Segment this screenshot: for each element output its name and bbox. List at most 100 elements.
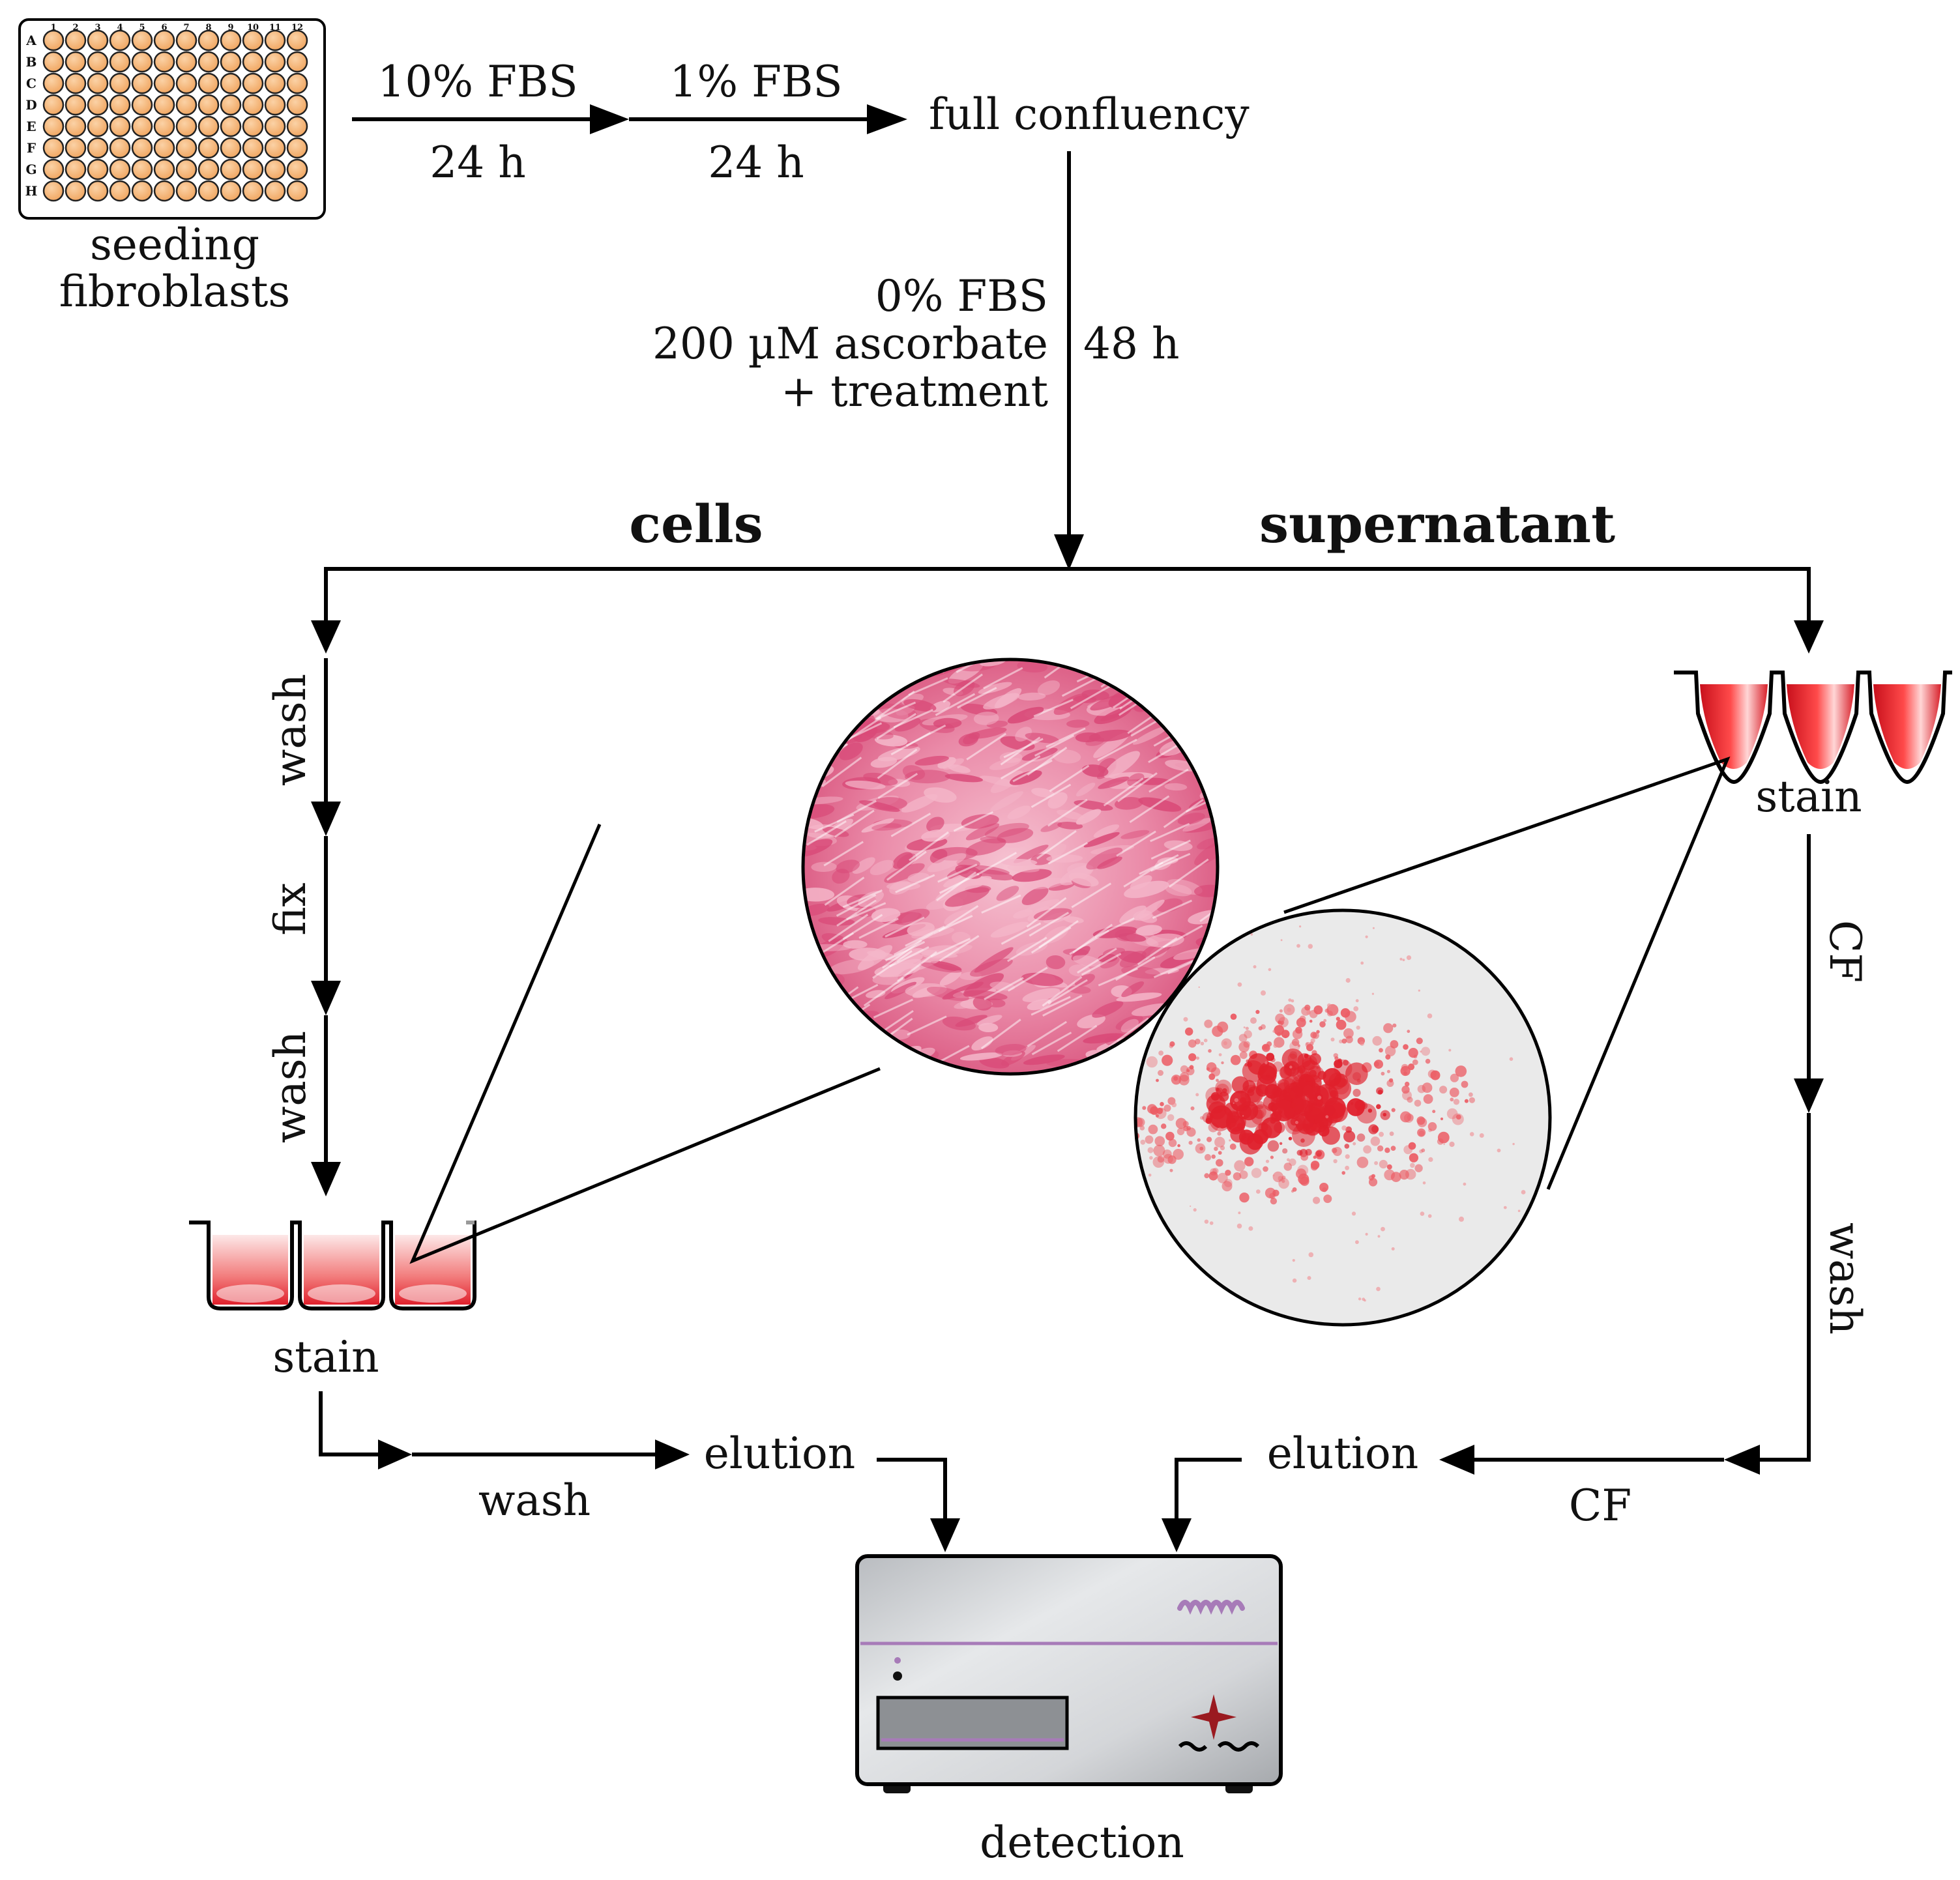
plate-well — [286, 51, 308, 73]
cells-bottom-flow — [319, 1391, 960, 1552]
plate-well — [197, 29, 220, 51]
plate-well — [42, 115, 65, 137]
supernatant-wash-label: wash — [1820, 1222, 1870, 1335]
plate-well — [175, 158, 197, 181]
supernatant-tubes — [1674, 671, 1952, 785]
supernatant-micrograph — [1134, 908, 1552, 1327]
cells-vertical-flow — [311, 658, 341, 1196]
plate-well — [153, 72, 175, 94]
plate-well — [286, 115, 308, 137]
plate-well — [220, 137, 242, 159]
plate-well — [131, 180, 153, 202]
plate-row-label: G — [25, 162, 37, 177]
plate-column-label: 7 — [183, 23, 189, 33]
plate-reader-device — [855, 1554, 1283, 1793]
plate-column-label: 4 — [117, 23, 123, 33]
plate-well — [197, 158, 220, 181]
plate-caption-line1: seeding — [90, 220, 259, 270]
plate-well — [242, 158, 264, 181]
plate-caption-line2: fibroblasts — [59, 267, 291, 317]
plate-column-labels: 1 2 3 4 5 6 7 8 9 10 11 12 — [50, 23, 303, 33]
plate-well — [264, 115, 286, 137]
plate-column-label: 12 — [291, 23, 303, 33]
plate-well — [87, 115, 109, 137]
supernatant-stain-label: stain — [1755, 772, 1862, 822]
plate-well — [65, 72, 87, 94]
plate-well — [153, 94, 175, 116]
cells-wash2-label: wash — [265, 1031, 315, 1143]
arrow-step2-head — [867, 104, 907, 134]
device-logo — [1177, 1600, 1245, 1615]
supernatant-zoom-cone — [1283, 756, 1731, 1190]
plate-well — [109, 94, 131, 116]
plate-well — [42, 29, 65, 51]
plate-column-label: 10 — [247, 23, 259, 33]
plate-well — [220, 158, 242, 181]
cells-stain-label: stain — [272, 1332, 379, 1382]
cells-branch-arrow-head — [311, 620, 341, 654]
plate-well — [131, 29, 153, 51]
plate-well — [286, 29, 308, 51]
plate-well — [153, 51, 175, 73]
plate-well — [175, 72, 197, 94]
plate-well — [42, 51, 65, 73]
plate-well — [175, 115, 197, 137]
plate-well — [87, 137, 109, 159]
plate-well — [109, 51, 131, 73]
plate-well — [220, 72, 242, 94]
plate-well — [153, 158, 175, 181]
cells-wash1-label: wash — [265, 674, 315, 786]
plate-well — [175, 51, 197, 73]
plate-well — [153, 137, 175, 159]
plate-well — [87, 94, 109, 116]
plate-well — [286, 94, 308, 116]
plate-well — [264, 158, 286, 181]
plate-well — [109, 115, 131, 137]
plate-well — [264, 72, 286, 94]
plate-well — [242, 137, 264, 159]
plate-column-label: 8 — [205, 23, 211, 33]
detection-label: detection — [980, 1817, 1184, 1868]
plate-well — [131, 137, 153, 159]
plate-well — [131, 158, 153, 181]
plate-well — [242, 29, 264, 51]
plate-well — [175, 137, 197, 159]
treatment-line2: 200 µM ascorbate — [652, 319, 1048, 369]
plate-well — [197, 137, 220, 159]
plate-well — [220, 180, 242, 202]
plate-column-label: 5 — [139, 23, 145, 33]
branch-split-line — [324, 567, 1811, 620]
plate-well — [65, 94, 87, 116]
power-indicator — [893, 1671, 902, 1681]
supernatant-cf1-label: CF — [1820, 920, 1870, 983]
plate-well — [42, 137, 65, 159]
plate-well — [220, 29, 242, 51]
plate-well — [42, 180, 65, 202]
plate-well — [87, 158, 109, 181]
plate-well — [242, 72, 264, 94]
plate-row-label: E — [26, 119, 36, 134]
plate-column-label: 6 — [161, 23, 167, 33]
plate-well — [109, 29, 131, 51]
plate-well — [286, 72, 308, 94]
treatment-arrow-head — [1054, 534, 1084, 570]
plate-well — [264, 94, 286, 116]
plate-well — [109, 137, 131, 159]
step1-duration: 24 h — [430, 137, 525, 188]
treatment-line3: + treatment — [781, 366, 1048, 416]
plate-row-label: A — [25, 33, 37, 48]
treatment-line1: 0% FBS — [875, 271, 1048, 321]
plate-well — [109, 180, 131, 202]
plate-well — [286, 137, 308, 159]
plate-well — [220, 115, 242, 137]
supernatant-elution-label: elution — [1267, 1428, 1419, 1479]
plate-well — [264, 29, 286, 51]
plate-well — [242, 115, 264, 137]
supernatant-cf2-label: CF — [1569, 1481, 1631, 1531]
plate-row-label: B — [26, 54, 37, 70]
plate-well — [65, 115, 87, 137]
plate-row-label: D — [25, 97, 37, 113]
arrow-step1-head — [590, 104, 629, 134]
plate-row-label: F — [27, 140, 36, 156]
